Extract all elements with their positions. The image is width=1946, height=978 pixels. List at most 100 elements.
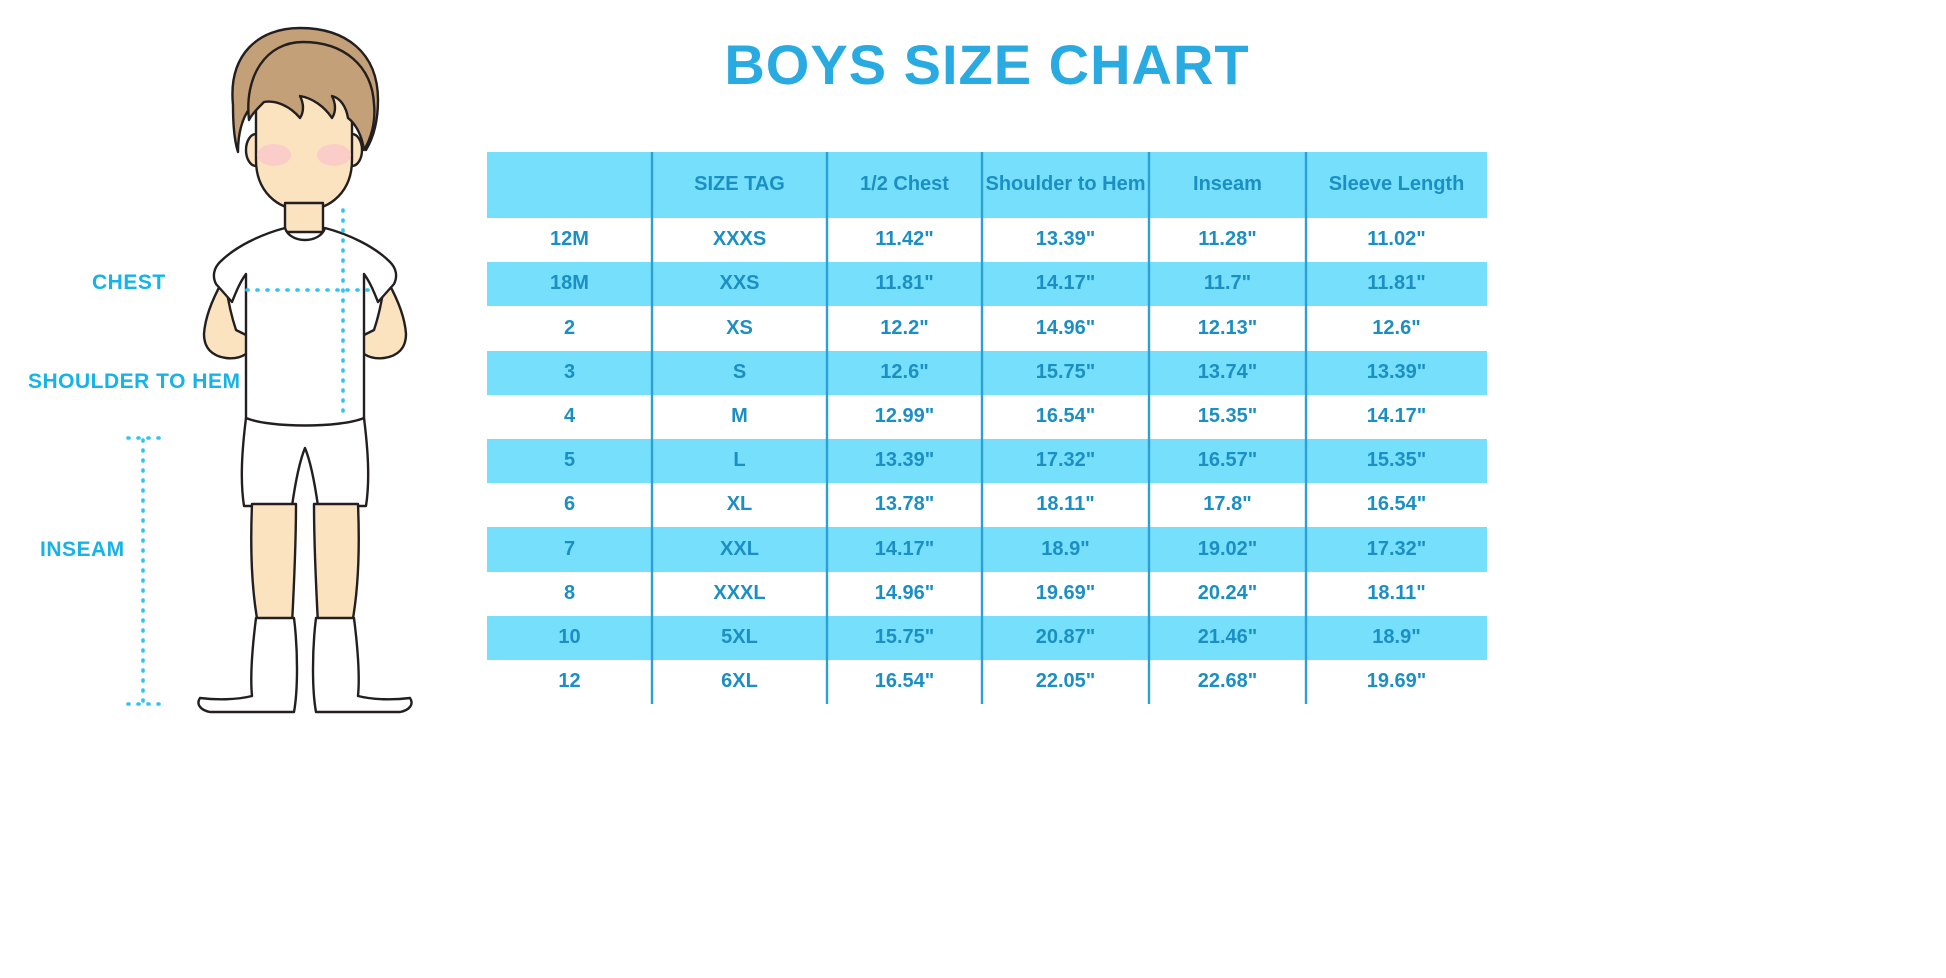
table-cell: 18M	[550, 272, 589, 295]
table-cell: 12.6"	[1372, 316, 1421, 339]
table-row: 3 S 12.6" 15.75" 13.74" 13.39"	[487, 350, 1487, 395]
column-header-4: Inseam	[1193, 173, 1262, 196]
table-cell: M	[731, 405, 748, 428]
table-cell: 15.35"	[1197, 405, 1258, 428]
table-cell: 15.35"	[1366, 449, 1427, 472]
table-cell: 14.17"	[1366, 405, 1427, 428]
cheek-right	[317, 144, 351, 166]
table-cell: 18.11"	[1367, 581, 1426, 604]
table-cell: 6XL	[721, 670, 758, 693]
table-cell: XXXL	[713, 581, 766, 604]
cheek-left	[257, 144, 291, 166]
table-cell: 21.46"	[1197, 625, 1258, 648]
table-cell: 8	[563, 581, 576, 604]
table-cell: 17.32"	[1366, 537, 1427, 560]
table-row: 12M XXXS 11.42" 13.39" 11.28" 11.02"	[487, 218, 1487, 262]
table-row: 2 XS 12.2" 14.96" 12.13" 12.6"	[487, 306, 1487, 350]
column-header-3: Shoulder to Hem	[985, 173, 1146, 196]
table-cell: 18.11"	[1036, 493, 1095, 516]
size-chart-table: SIZE TAG 1/2 Chest Shoulder to Hem Insea…	[487, 152, 1487, 704]
column-header-5: Sleeve Length	[1328, 173, 1465, 196]
table-cell: 11.81"	[1367, 272, 1426, 295]
table-cell: 19.69"	[1366, 670, 1427, 693]
neck	[283, 201, 325, 234]
table-cell: 22.05"	[1035, 670, 1096, 693]
table-cell: 5XL	[721, 625, 758, 648]
table-cell: 12.6"	[880, 360, 929, 383]
page-title: BOYS SIZE CHART	[724, 33, 1250, 96]
table-cell: 12.2"	[880, 316, 929, 339]
table-cell: 11.42"	[875, 228, 934, 251]
table-cell: 2	[563, 316, 576, 339]
table-cell: 6	[563, 493, 576, 516]
table-cell: 12	[558, 670, 581, 693]
table-row: 8 XXXL 14.96" 19.69" 20.24" 18.11"	[487, 572, 1487, 616]
table-cell: L	[733, 449, 746, 472]
table-cell: 7	[563, 537, 576, 560]
table-cell: 16.57"	[1197, 449, 1258, 472]
table-cell: 13.39"	[874, 449, 935, 472]
arm-right	[352, 280, 408, 360]
sock-left	[197, 616, 299, 714]
table-cell: 11.81"	[875, 272, 934, 295]
table-cell: 19.69"	[1035, 581, 1096, 604]
table-row: 5 L 13.39" 17.32" 16.57" 15.35"	[487, 438, 1487, 484]
table-cell: 18.9"	[1041, 537, 1090, 560]
table-row: 12 6XL 16.54" 22.05" 22.68" 19.69"	[487, 660, 1487, 704]
table-cell: XS	[726, 316, 753, 339]
table-cell: XXXS	[712, 228, 767, 251]
table-cell: XXL	[720, 537, 759, 560]
table-cell: 14.96"	[1035, 316, 1096, 339]
table-cell: 12M	[550, 228, 589, 251]
boy-illustration	[0, 0, 470, 973]
table-row: 10 5XL 15.75" 20.87" 21.46" 18.9"	[487, 615, 1487, 660]
table-cell: 20.24"	[1197, 581, 1258, 604]
table-cell: 15.75"	[874, 625, 935, 648]
leg-right	[312, 502, 360, 626]
table-cell: 3	[563, 360, 576, 383]
tshirt	[212, 226, 398, 429]
table-cell: 5	[563, 449, 576, 472]
table-cell: 12.99"	[874, 405, 935, 428]
column-header-2: 1/2 Chest	[860, 173, 949, 196]
table-row: 6 XL 13.78" 18.11" 17.8" 16.54"	[487, 483, 1487, 527]
arm-left	[202, 280, 258, 360]
label-chest: CHEST	[92, 271, 166, 294]
table-cell: 10	[558, 625, 581, 648]
sock-right	[311, 616, 413, 714]
table-cell: 13.78"	[874, 493, 935, 516]
table-cell: 14.17"	[874, 537, 935, 560]
table-cell: 22.68"	[1197, 670, 1258, 693]
column-header-1: SIZE TAG	[694, 173, 785, 196]
table-cell: 18.9"	[1372, 625, 1421, 648]
table-cell: 14.96"	[874, 581, 935, 604]
table-header-row: SIZE TAG 1/2 Chest Shoulder to Hem Insea…	[487, 152, 1487, 218]
table-cell: 20.87"	[1035, 625, 1096, 648]
table-cell: 11.02"	[1367, 228, 1426, 251]
shorts	[240, 416, 370, 508]
table-cell: 13.74"	[1197, 360, 1258, 383]
hair-front	[247, 40, 376, 152]
table-cell: 16.54"	[874, 670, 935, 693]
label-inseam: INSEAM	[40, 538, 125, 561]
table-cell: 13.39"	[1035, 228, 1096, 251]
table-row: 4 M 12.99" 16.54" 15.35" 14.17"	[487, 395, 1487, 439]
table-cell: 17.8"	[1203, 493, 1252, 516]
table-cell: 17.32"	[1035, 449, 1096, 472]
leg-left	[250, 502, 298, 626]
table-cell: 15.75"	[1035, 360, 1096, 383]
table-row: 18M XXS 11.81" 14.17" 11.7" 11.81"	[487, 262, 1487, 307]
table-cell: 19.02"	[1197, 537, 1258, 560]
table-cell: 16.54"	[1035, 405, 1096, 428]
table-cell: 16.54"	[1366, 493, 1427, 516]
table-cell: 4	[563, 405, 576, 428]
table-cell: 11.28"	[1198, 228, 1257, 251]
table-cell: 14.17"	[1035, 272, 1096, 295]
table-cell: 12.13"	[1197, 316, 1258, 339]
table-row: 7 XXL 14.17" 18.9" 19.02" 17.32"	[487, 527, 1487, 572]
table-cell: S	[732, 360, 747, 383]
column-header-0	[487, 152, 652, 218]
table-cell: 13.39"	[1366, 360, 1427, 383]
table-cell: XL	[726, 493, 753, 516]
